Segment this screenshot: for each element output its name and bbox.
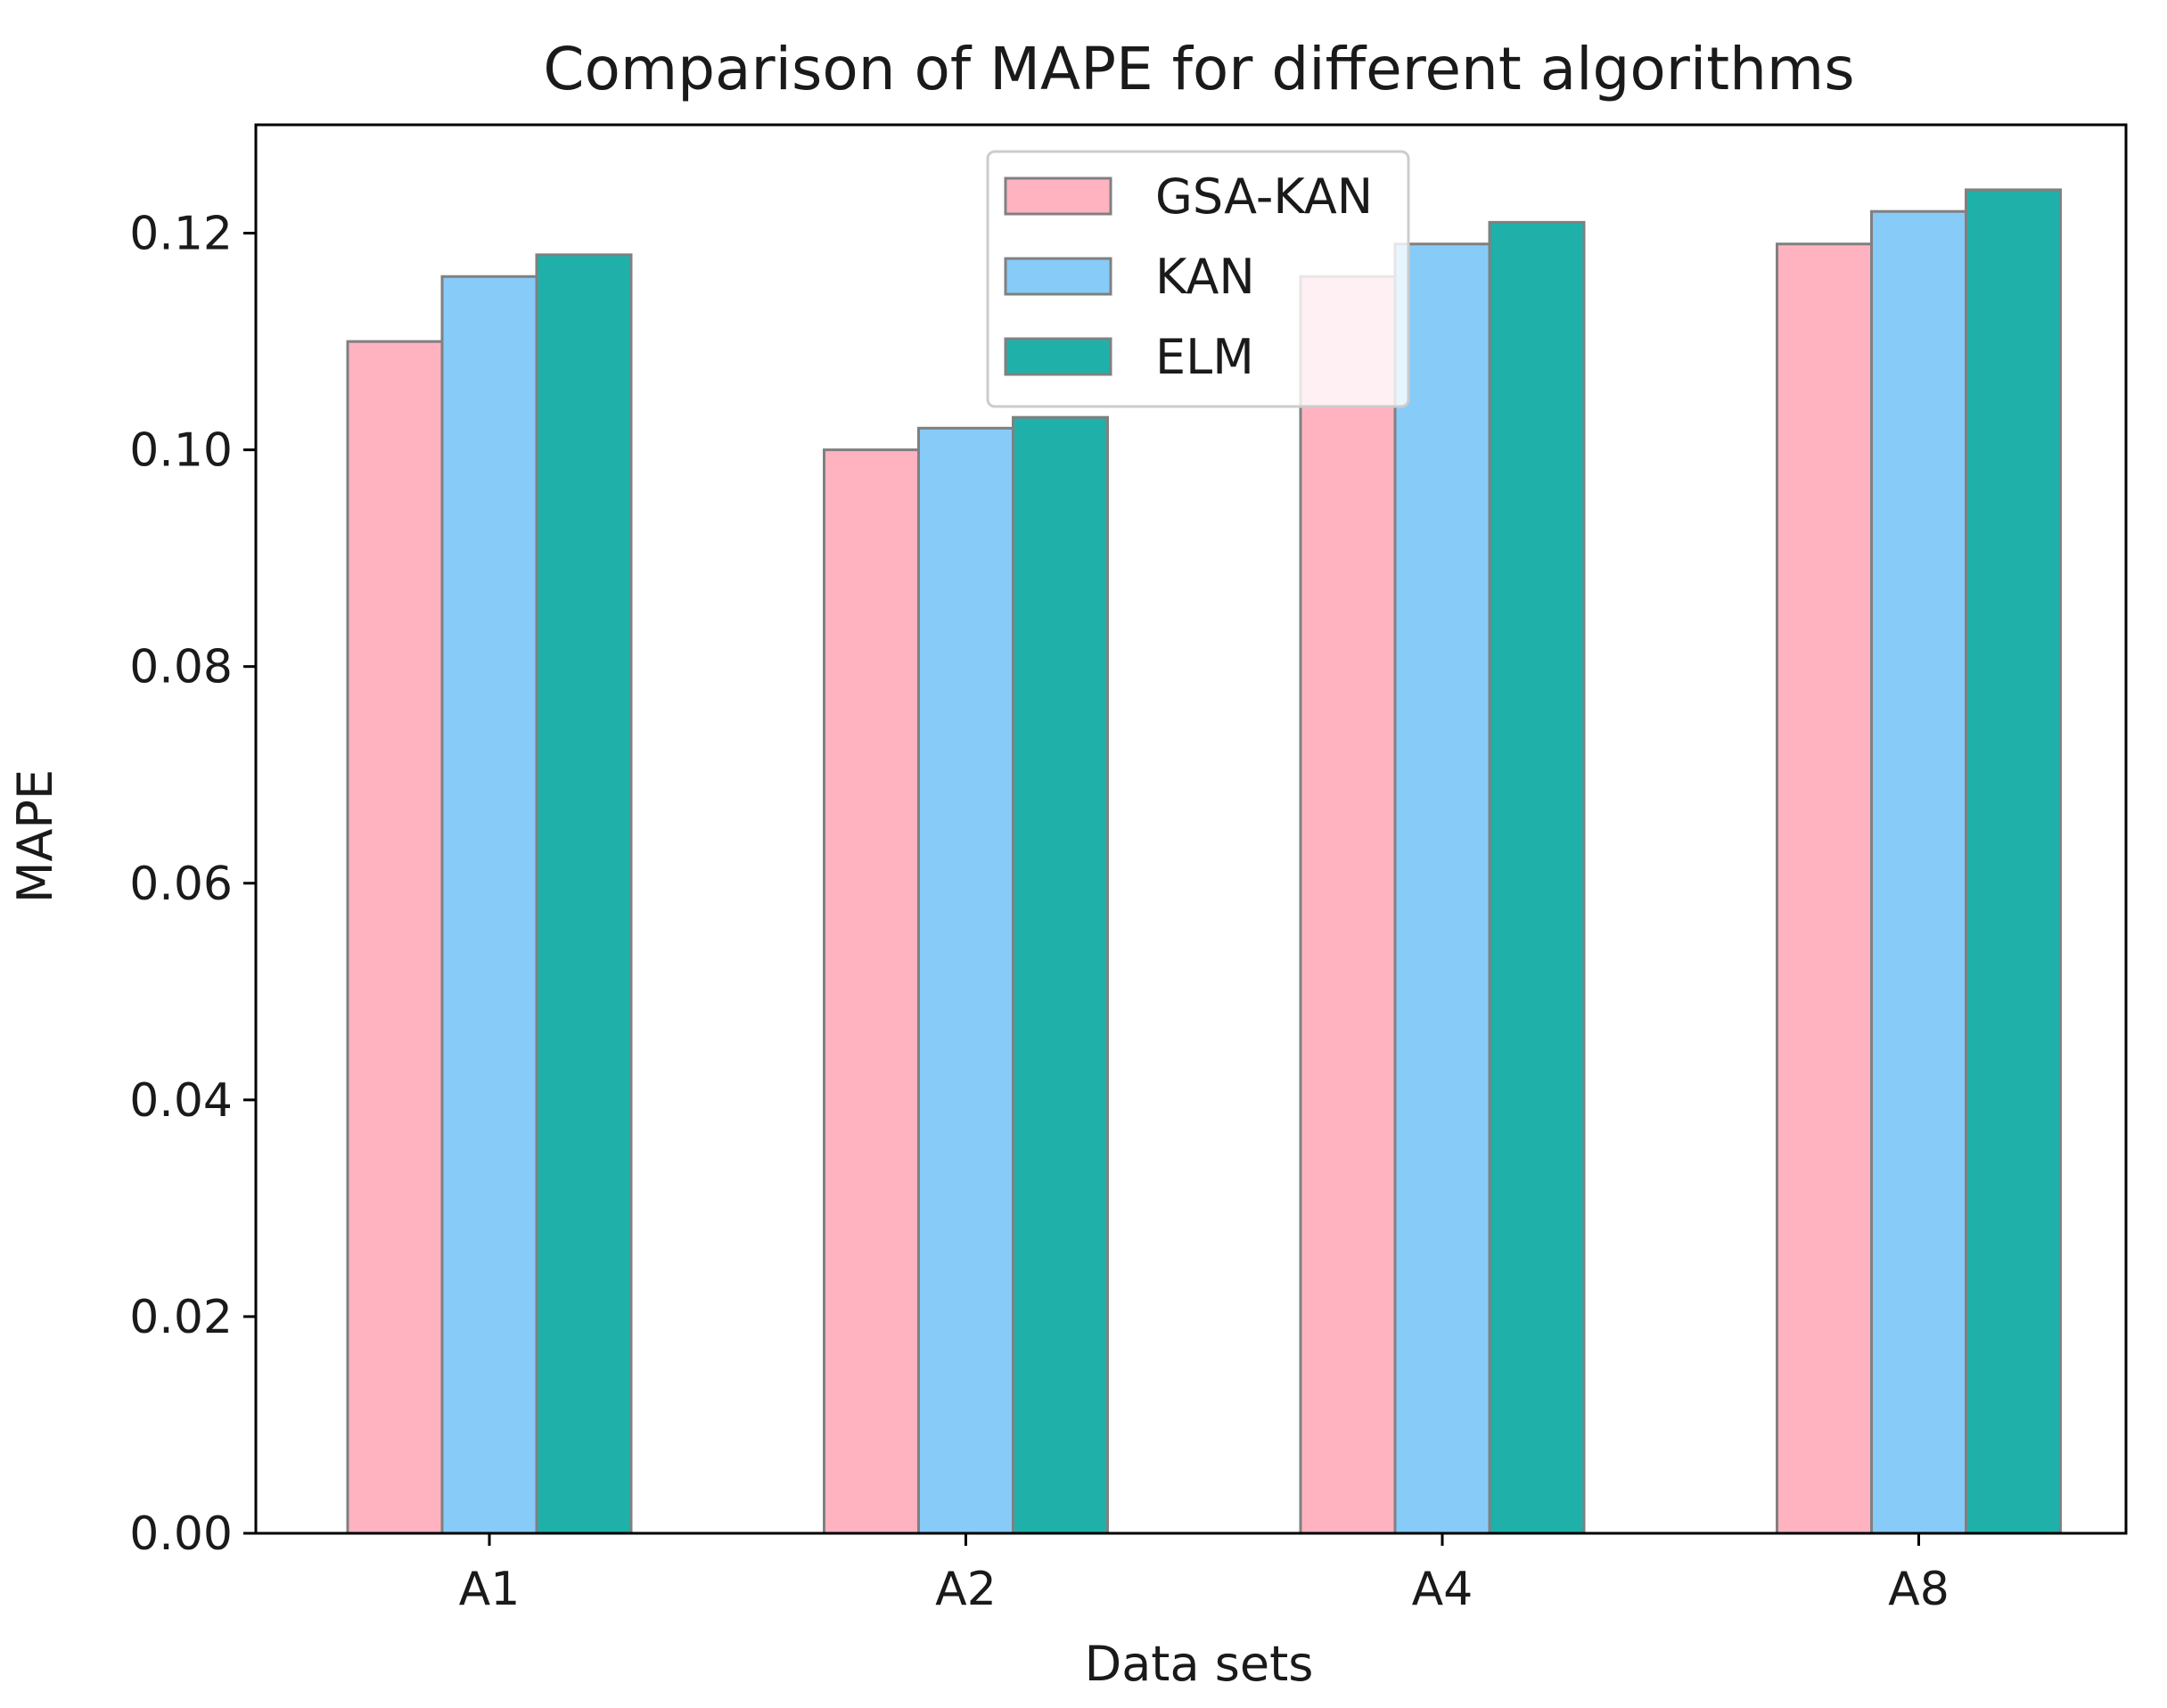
legend-label-kan: KAN (1155, 249, 1255, 305)
bar-elm-a2 (1012, 415, 1109, 1535)
bar-kan-a1 (440, 275, 538, 1535)
x-tick-label: A4 (1412, 1563, 1473, 1616)
y-tick-label: 0.12 (129, 208, 233, 261)
legend-label-elm: ELM (1155, 329, 1254, 385)
chart-title: Comparison of MAPE for different algorit… (543, 35, 1854, 103)
bar-elm-a1 (535, 253, 633, 1535)
x-tick-label: A8 (1888, 1563, 1949, 1616)
legend-swatch-elm (1004, 337, 1112, 376)
y-axis-ticks: 0.00 0.02 0.04 0.06 0.08 0.10 0.12 (129, 208, 256, 1561)
y-axis-label: MAPE (7, 769, 63, 903)
x-axis-ticks: A1 A2 A4 A8 (459, 1533, 1949, 1616)
y-tick-label: 0.06 (129, 858, 233, 911)
bar-gsa-kan-a4 (1299, 275, 1397, 1535)
legend-items: GSA-KAN KAN ELM (1004, 168, 1373, 385)
legend-swatch-kan (1004, 257, 1112, 296)
bar-elm-a8 (1965, 188, 2062, 1535)
bar-kan-a4 (1393, 242, 1491, 1535)
plot-frame (254, 123, 2128, 1535)
bar-kan-a2 (917, 426, 1014, 1535)
bar-gsa-kan-a8 (1776, 242, 1873, 1535)
y-tick-label: 0.08 (129, 641, 233, 694)
y-tick-label: 0.02 (129, 1291, 233, 1344)
x-tick-label: A1 (459, 1563, 521, 1616)
x-axis-label: Data sets (1085, 1636, 1314, 1692)
x-tick-label: A2 (935, 1563, 997, 1616)
legend-swatch-gsa-kan (1004, 177, 1112, 216)
bar-kan-a8 (1870, 209, 1967, 1535)
bar-elm-a4 (1488, 220, 1586, 1535)
y-tick-label: 0.10 (129, 424, 233, 478)
bar-gsa-kan-a2 (823, 448, 920, 1535)
y-tick-label: 0.04 (129, 1074, 233, 1128)
legend: GSA-KAN KAN ELM (986, 150, 1410, 408)
bar-gsa-kan-a1 (346, 340, 444, 1535)
bars-group (346, 188, 2062, 1535)
legend-label-gsa-kan: GSA-KAN (1155, 168, 1373, 225)
y-tick-label: 0.00 (129, 1507, 233, 1561)
